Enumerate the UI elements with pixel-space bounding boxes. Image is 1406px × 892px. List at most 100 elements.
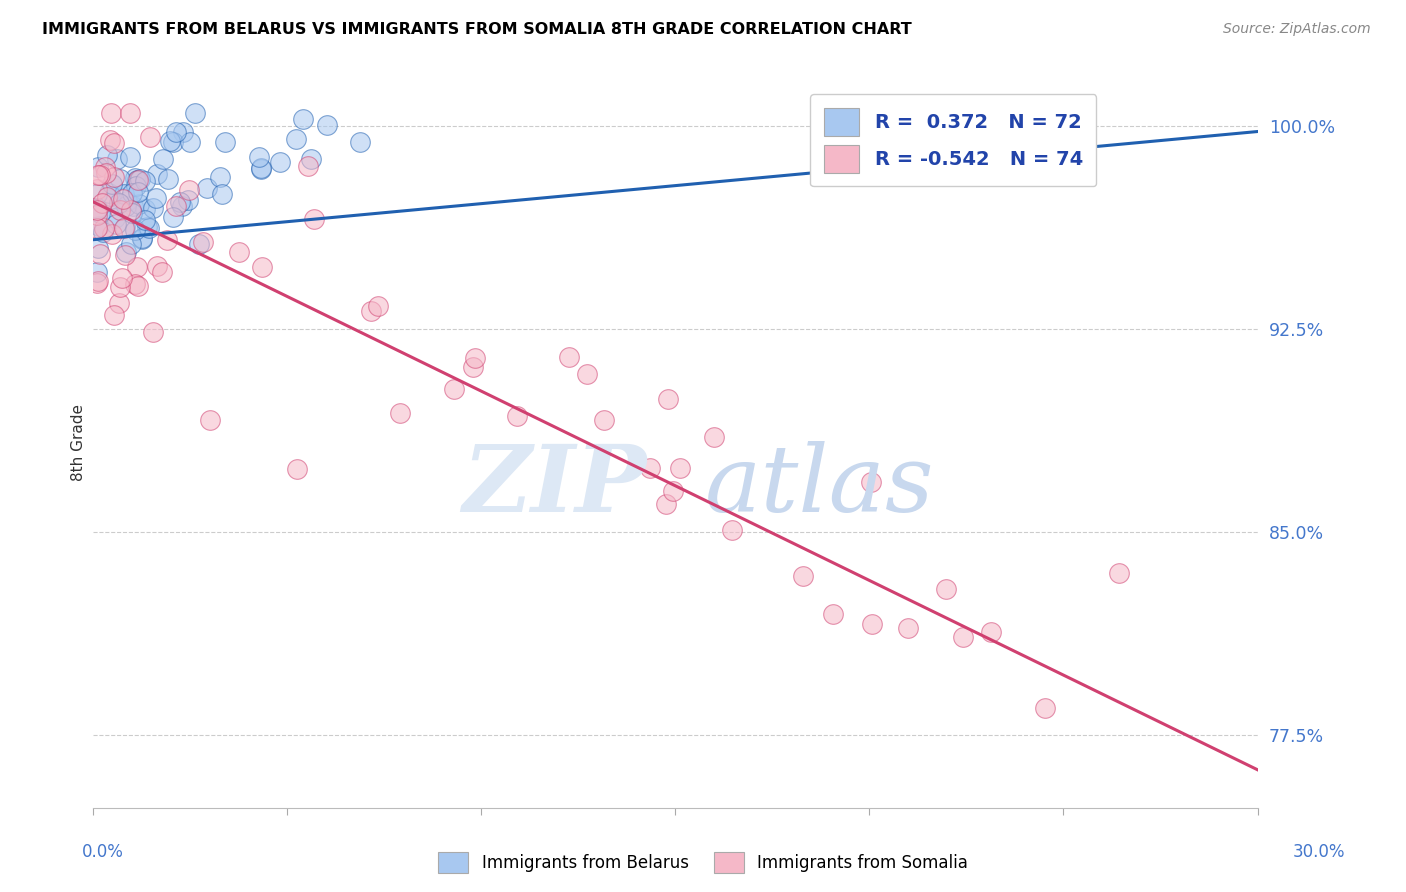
- Point: [657, 392, 679, 407]
- Point: [124, 171, 146, 186]
- Point: [146, 167, 169, 181]
- Point: [668, 461, 690, 475]
- Point: [127, 173, 149, 187]
- Point: [108, 280, 131, 294]
- Point: [250, 260, 273, 275]
- Point: [198, 413, 221, 427]
- Point: [302, 212, 325, 227]
- Point: [195, 181, 218, 195]
- Point: [389, 406, 412, 420]
- Point: [120, 202, 142, 217]
- Point: [128, 196, 150, 211]
- Point: [105, 153, 128, 167]
- Point: [131, 231, 153, 245]
- Point: [367, 300, 389, 314]
- Point: [640, 461, 662, 475]
- Point: [157, 172, 180, 186]
- Point: [127, 279, 149, 293]
- Point: [214, 135, 236, 149]
- Point: [139, 130, 162, 145]
- Point: [129, 171, 152, 186]
- Point: [87, 274, 110, 288]
- Point: [655, 497, 678, 511]
- Point: [86, 265, 108, 279]
- Point: [146, 260, 169, 274]
- Point: [108, 196, 131, 211]
- Point: [250, 161, 273, 176]
- Point: [96, 166, 118, 180]
- Point: [1035, 701, 1057, 715]
- Point: [87, 161, 110, 175]
- Point: [935, 582, 957, 596]
- Point: [193, 235, 215, 250]
- Point: [860, 617, 883, 632]
- Point: [93, 221, 115, 235]
- Point: [100, 189, 122, 203]
- Point: [110, 203, 132, 218]
- Point: [114, 248, 136, 262]
- Point: [134, 202, 156, 216]
- Point: [179, 136, 201, 150]
- Point: [156, 233, 179, 247]
- Point: [120, 236, 142, 251]
- Point: [103, 309, 125, 323]
- Point: [593, 413, 616, 427]
- Point: [138, 220, 160, 235]
- Point: [952, 630, 974, 644]
- Point: [297, 159, 319, 173]
- Point: [104, 211, 127, 226]
- Text: atlas: atlas: [704, 442, 934, 532]
- Point: [662, 483, 685, 498]
- Point: [114, 220, 136, 235]
- Point: [103, 170, 125, 185]
- Point: [152, 265, 174, 279]
- Point: [299, 152, 322, 166]
- Point: [720, 523, 742, 537]
- Legend: Immigrants from Belarus, Immigrants from Somalia: Immigrants from Belarus, Immigrants from…: [432, 846, 974, 880]
- Y-axis label: 8th Grade: 8th Grade: [72, 404, 86, 481]
- Point: [228, 244, 250, 259]
- Point: [86, 203, 108, 218]
- Point: [177, 183, 200, 197]
- Point: [127, 260, 149, 274]
- Point: [269, 154, 291, 169]
- Point: [152, 152, 174, 166]
- Point: [89, 247, 111, 261]
- Point: [131, 232, 153, 246]
- Point: [142, 325, 165, 339]
- Point: [443, 382, 465, 396]
- Point: [86, 220, 108, 235]
- Point: [87, 241, 110, 255]
- Point: [124, 277, 146, 291]
- Point: [121, 205, 143, 219]
- Point: [162, 135, 184, 149]
- Point: [187, 236, 209, 251]
- Point: [134, 213, 156, 227]
- Point: [121, 186, 143, 201]
- Point: [792, 569, 814, 583]
- Point: [86, 202, 108, 216]
- Point: [316, 118, 339, 132]
- Text: IMMIGRANTS FROM BELARUS VS IMMIGRANTS FROM SOMALIA 8TH GRADE CORRELATION CHART: IMMIGRANTS FROM BELARUS VS IMMIGRANTS FR…: [42, 22, 912, 37]
- Point: [127, 173, 149, 187]
- Point: [112, 186, 135, 201]
- Point: [211, 187, 233, 202]
- Point: [980, 624, 1002, 639]
- Point: [115, 194, 138, 209]
- Point: [114, 245, 136, 260]
- Point: [284, 132, 307, 146]
- Point: [86, 186, 108, 201]
- Point: [463, 359, 485, 374]
- Point: [162, 211, 184, 225]
- Point: [98, 132, 121, 146]
- Point: [287, 462, 309, 476]
- Point: [100, 105, 122, 120]
- Point: [122, 199, 145, 213]
- Point: [142, 201, 165, 215]
- Point: [184, 105, 207, 120]
- Point: [86, 277, 108, 291]
- Point: [349, 136, 371, 150]
- Text: 30.0%: 30.0%: [1292, 843, 1346, 861]
- Point: [108, 295, 131, 310]
- Point: [91, 225, 114, 239]
